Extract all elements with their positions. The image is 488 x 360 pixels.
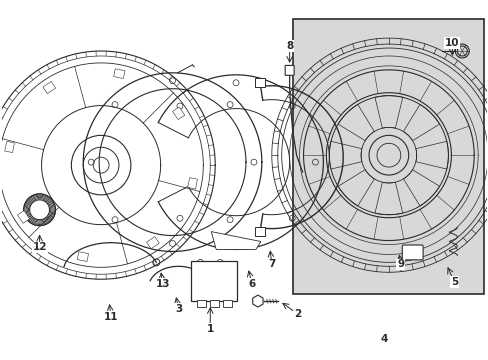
Text: 4: 4: [380, 334, 387, 344]
Polygon shape: [43, 81, 56, 94]
Polygon shape: [77, 252, 88, 261]
Text: 2: 2: [293, 309, 301, 319]
Text: 10: 10: [444, 38, 459, 48]
Text: 1: 1: [206, 324, 213, 334]
Bar: [197, 300, 206, 307]
Text: 11: 11: [103, 312, 118, 322]
FancyBboxPatch shape: [254, 227, 265, 236]
Polygon shape: [146, 237, 159, 249]
Bar: [210, 300, 219, 307]
Text: 3: 3: [175, 304, 182, 314]
Polygon shape: [172, 107, 184, 120]
Polygon shape: [211, 231, 260, 249]
FancyBboxPatch shape: [191, 261, 237, 301]
Text: 13: 13: [155, 279, 169, 289]
Polygon shape: [187, 178, 197, 189]
Polygon shape: [18, 211, 30, 223]
Polygon shape: [113, 69, 125, 78]
Text: 9: 9: [396, 259, 404, 269]
Text: 8: 8: [285, 41, 293, 51]
Text: 6: 6: [248, 279, 255, 289]
FancyBboxPatch shape: [402, 245, 422, 260]
Polygon shape: [5, 141, 15, 153]
Text: 12: 12: [32, 243, 47, 252]
Bar: [292, 19, 483, 294]
FancyBboxPatch shape: [254, 78, 265, 87]
Polygon shape: [252, 295, 263, 307]
Text: 5: 5: [450, 277, 457, 287]
FancyBboxPatch shape: [285, 66, 293, 75]
Bar: [223, 300, 232, 307]
Text: 7: 7: [267, 259, 275, 269]
